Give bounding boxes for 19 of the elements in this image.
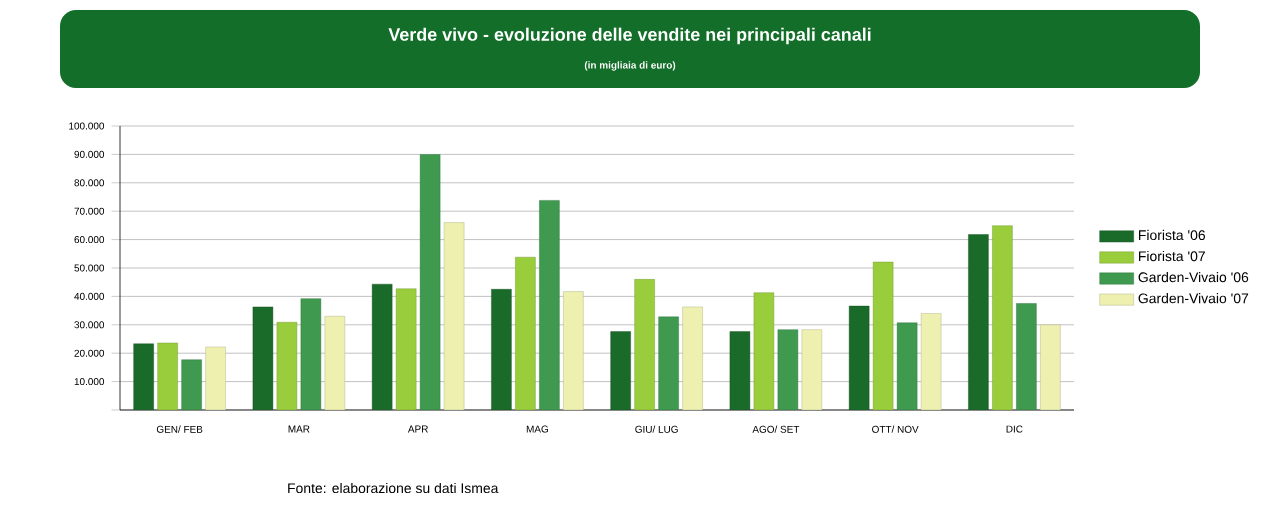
bar [1040, 324, 1061, 410]
bar [968, 234, 989, 410]
bar [515, 257, 536, 410]
bar [992, 225, 1013, 410]
bar [563, 291, 584, 410]
bar [610, 331, 631, 410]
bar [1016, 303, 1037, 410]
bar [634, 279, 655, 410]
bar [491, 289, 512, 410]
bar [371, 283, 393, 410]
bar [658, 316, 679, 410]
bar [181, 359, 202, 410]
bar [682, 306, 703, 410]
bar [205, 346, 226, 410]
bar [157, 342, 178, 410]
bar [539, 200, 560, 410]
chart-title: Verde vivo - evoluzione delle vendite nei principali canali [388, 27, 871, 45]
bar [848, 305, 870, 410]
bar [133, 343, 154, 410]
